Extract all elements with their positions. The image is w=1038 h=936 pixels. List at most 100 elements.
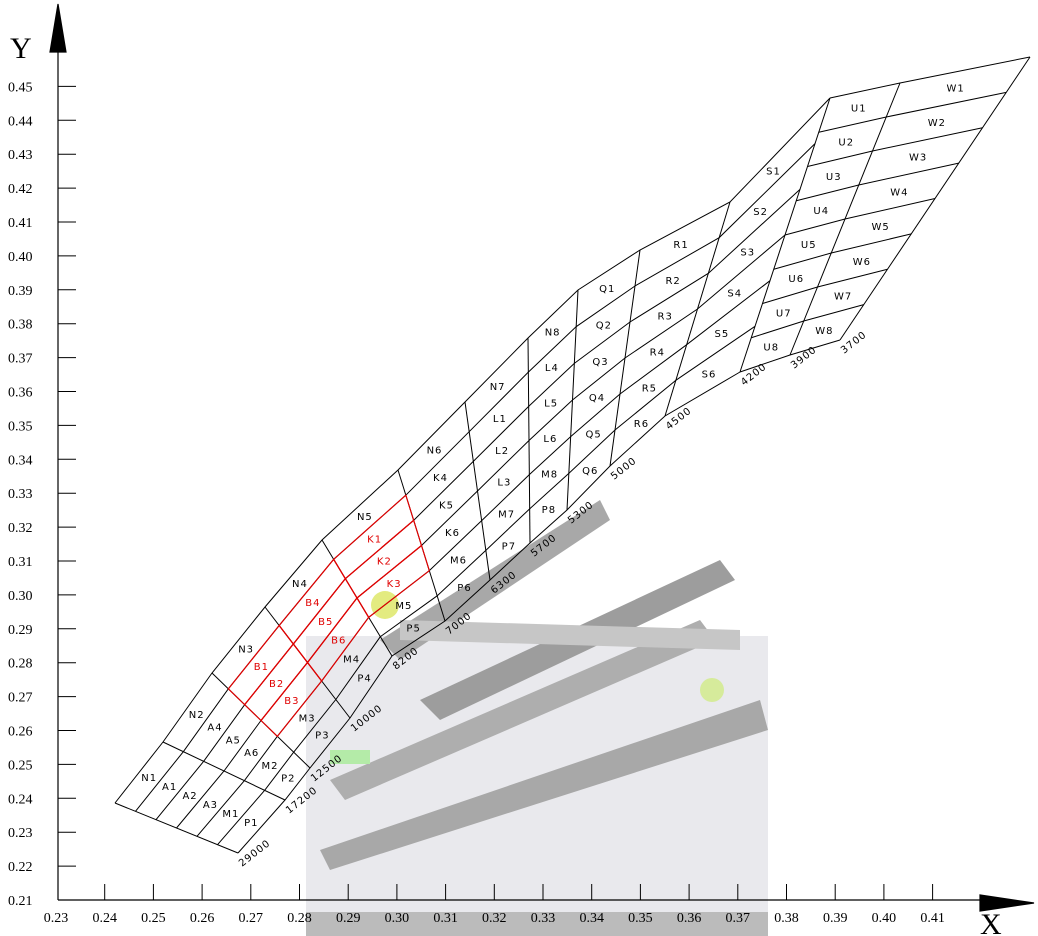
- cell-label: L4: [545, 363, 559, 374]
- cell-label: P3: [315, 730, 329, 741]
- y-tick-label: 0.45: [8, 80, 33, 95]
- x-tick-label: 0.39: [823, 911, 848, 926]
- y-tick-label: 0.28: [8, 657, 33, 672]
- row-line: [819, 92, 1007, 132]
- cell-label: Q3: [592, 357, 608, 368]
- cell-label: B5: [318, 617, 333, 628]
- y-tick-label: 0.33: [8, 487, 33, 502]
- y-tick-label: 0.43: [8, 148, 33, 163]
- curve-label: 3700: [839, 330, 869, 357]
- curve-label: 29000: [237, 838, 273, 869]
- cell-label: Q1: [599, 284, 615, 295]
- y-tick-label: 0.44: [8, 114, 33, 129]
- cell-label: U5: [801, 240, 817, 251]
- cell-label: U2: [838, 138, 854, 149]
- cell-label: A4: [207, 723, 222, 734]
- y-tick-label: 0.31: [8, 555, 33, 570]
- y-tick-label: 0.26: [8, 725, 33, 740]
- cell-label: R6: [634, 419, 649, 430]
- x-tick-label: 0.31: [433, 911, 458, 926]
- x-tick-label: 0.24: [92, 911, 117, 926]
- cell-label: N3: [238, 645, 254, 656]
- cell-label: M5: [395, 601, 412, 612]
- diagram: Y X 0.210.220.230.240.250.260.270.280.29…: [0, 0, 1038, 936]
- cell-label: N7: [490, 382, 506, 393]
- cell-label: W4: [890, 187, 908, 198]
- cell-label: M7: [498, 510, 515, 521]
- x-tick-label: 0.41: [920, 911, 945, 926]
- cell-label: P5: [406, 623, 420, 634]
- y-tick-label: 0.22: [8, 860, 33, 875]
- cell-label: M6: [450, 555, 467, 566]
- curve-label: 5000: [609, 456, 639, 483]
- cell-label: B2: [269, 679, 284, 690]
- cell-label: R1: [673, 240, 688, 251]
- cell-label: U1: [851, 104, 867, 115]
- cell-label: A3: [203, 800, 218, 811]
- cell-label: S1: [766, 166, 781, 177]
- y-tick-label: 0.39: [8, 284, 33, 299]
- cell-label: U8: [763, 342, 779, 353]
- cell-label: M3: [299, 713, 316, 724]
- x-tick-label: 0.36: [677, 911, 702, 926]
- x-tick-label: 0.28: [287, 911, 312, 926]
- x-tick-label: 0.29: [336, 911, 361, 926]
- row-line: [830, 57, 1030, 98]
- cell-label: W8: [815, 326, 833, 337]
- curve-label: 4200: [739, 362, 769, 389]
- cell-label: K4: [433, 473, 448, 484]
- y-tick-label: 0.37: [8, 352, 33, 367]
- row-line: [763, 269, 888, 303]
- row-line: [785, 199, 935, 236]
- cell-label: L3: [497, 478, 511, 489]
- cell-label: R5: [642, 383, 657, 394]
- cell-label: S3: [740, 248, 755, 259]
- cell-label: W5: [872, 222, 890, 233]
- cell-label: B6: [331, 636, 346, 647]
- cell-label: K1: [367, 534, 382, 545]
- cell-label: A2: [182, 791, 197, 802]
- cell-label: A1: [162, 782, 177, 793]
- cell-label: L1: [493, 414, 507, 425]
- y-tick-label: 0.42: [8, 182, 33, 197]
- cell-label: M4: [343, 655, 360, 666]
- y-tick-label: 0.35: [8, 419, 33, 434]
- x-tick-label: 0.40: [872, 911, 897, 926]
- cell-label: M8: [541, 469, 558, 480]
- cell-label: B4: [305, 598, 320, 609]
- cell-label: S2: [753, 207, 768, 218]
- cell-label: P1: [244, 818, 258, 829]
- cell-label: Q6: [582, 466, 598, 477]
- cell-label: W3: [909, 153, 927, 164]
- cell-label: N2: [189, 710, 205, 721]
- cell-label: B3: [284, 696, 299, 707]
- x-tick-label: 0.25: [141, 911, 166, 926]
- cell-label: M1: [222, 809, 239, 820]
- cell-label: S4: [727, 288, 742, 299]
- cell-label: K6: [445, 528, 460, 539]
- cell-label: W7: [834, 291, 852, 302]
- cell-label: Q2: [596, 321, 612, 332]
- x-tick-label: 0.23: [44, 911, 69, 926]
- curve-label: 4500: [664, 406, 694, 433]
- cell-label: P7: [502, 542, 516, 553]
- cell-label: Q5: [586, 430, 602, 441]
- cell-label: S6: [702, 370, 717, 381]
- x-tick-label: 0.33: [531, 911, 556, 926]
- row-line: [808, 128, 983, 167]
- y-tick-label: 0.32: [8, 521, 33, 536]
- y-tick-label: 0.41: [8, 216, 33, 231]
- x-tick-label: 0.27: [239, 911, 264, 926]
- curve-label: 3900: [789, 345, 819, 372]
- cell-label: K3: [387, 579, 402, 590]
- cell-label: W6: [853, 257, 871, 268]
- cell-label: A6: [244, 748, 259, 759]
- cell-label: S5: [715, 329, 730, 340]
- cell-label: P4: [357, 674, 371, 685]
- cell-label: U6: [788, 274, 804, 285]
- cell-label: R4: [650, 347, 665, 358]
- cell-label: U3: [826, 172, 842, 183]
- cell-label: N6: [427, 446, 443, 457]
- y-tick-label: 0.34: [8, 453, 33, 468]
- cell-label: N1: [141, 773, 157, 784]
